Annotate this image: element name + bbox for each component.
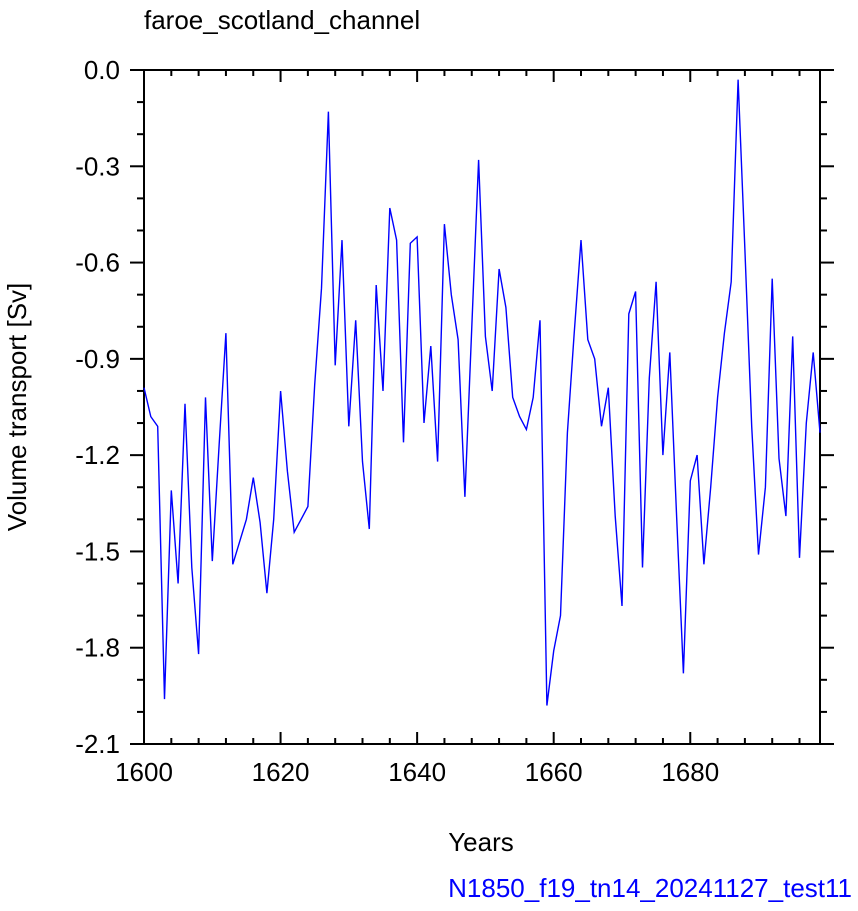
y-axis-label: Volume transport [Sv] <box>2 283 32 532</box>
plot-frame <box>143 69 821 745</box>
y-tick-label: -0.6 <box>75 248 120 278</box>
x-tick-label: 1680 <box>661 757 719 787</box>
y-tick-label: -2.1 <box>75 729 120 759</box>
y-tick-label: -1.5 <box>75 536 120 566</box>
y-tick-label: -0.9 <box>75 344 120 374</box>
x-tick-label: 1640 <box>388 757 446 787</box>
series-group <box>143 79 821 706</box>
y-axis-ticks: 0.0 -0.3 -0.6 -0.9 -1.2 -1.5 -1.8 -2.1 <box>75 55 834 759</box>
x-axis-ticks: 1600 1620 1640 1660 1680 <box>115 70 801 787</box>
x-tick-label: 1660 <box>525 757 583 787</box>
x-tick-label: 1620 <box>252 757 310 787</box>
y-tick-label: -0.3 <box>75 151 120 181</box>
chart-title: faroe_scotland_channel <box>144 5 420 35</box>
x-axis-label: Years <box>448 827 514 857</box>
plot-axes <box>143 69 821 745</box>
y-tick-label: 0.0 <box>84 55 120 85</box>
y-tick-label: -1.8 <box>75 633 120 663</box>
x-tick-label: 1600 <box>115 757 173 787</box>
y-tick-label: -1.2 <box>75 440 120 470</box>
series-line <box>143 79 821 706</box>
case-name-caption: N1850_f19_tn14_20241127_test11 <box>448 873 852 903</box>
